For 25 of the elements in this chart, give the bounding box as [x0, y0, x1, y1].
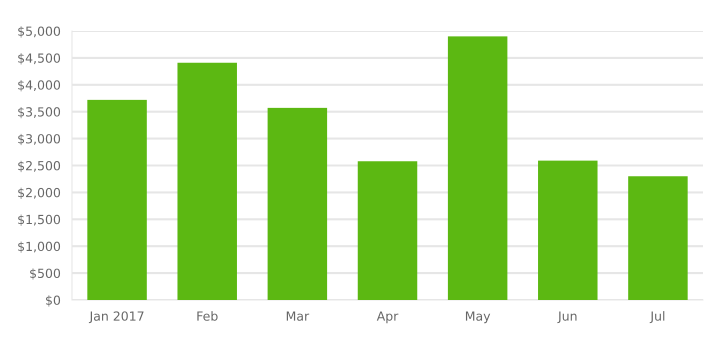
x-tick-label: May — [466, 311, 490, 324]
y-tick-label: $1,000 — [18, 241, 60, 253]
bar — [538, 160, 598, 300]
y-tick-label: $1,500 — [18, 214, 60, 226]
x-tick-label: Jul — [650, 311, 664, 324]
y-tick-label: $3,000 — [18, 134, 60, 146]
y-tick-label: $5,000 — [18, 26, 60, 38]
bar — [87, 100, 147, 300]
x-tick-label: Jan 2017 — [88, 311, 144, 324]
bar — [448, 36, 508, 300]
y-tick-label: $4,000 — [18, 80, 60, 92]
x-tick-label: Mar — [286, 311, 310, 321]
y-tick-label: $2,500 — [18, 160, 60, 172]
bar — [358, 161, 418, 300]
y-tick-label: $500 — [30, 268, 60, 280]
x-tick-label: Feb — [197, 311, 218, 321]
y-tick-label: $2,000 — [18, 188, 60, 199]
bar — [177, 62, 237, 300]
x-tick-label: Apr — [376, 311, 398, 324]
y-tick-label: $4,500 — [18, 53, 60, 64]
y-tick-label: $0 — [46, 295, 60, 307]
y-tick-label: $3,500 — [18, 106, 60, 118]
x-tick-label: Jun — [557, 311, 576, 324]
bar — [628, 176, 688, 300]
bar — [268, 108, 328, 300]
